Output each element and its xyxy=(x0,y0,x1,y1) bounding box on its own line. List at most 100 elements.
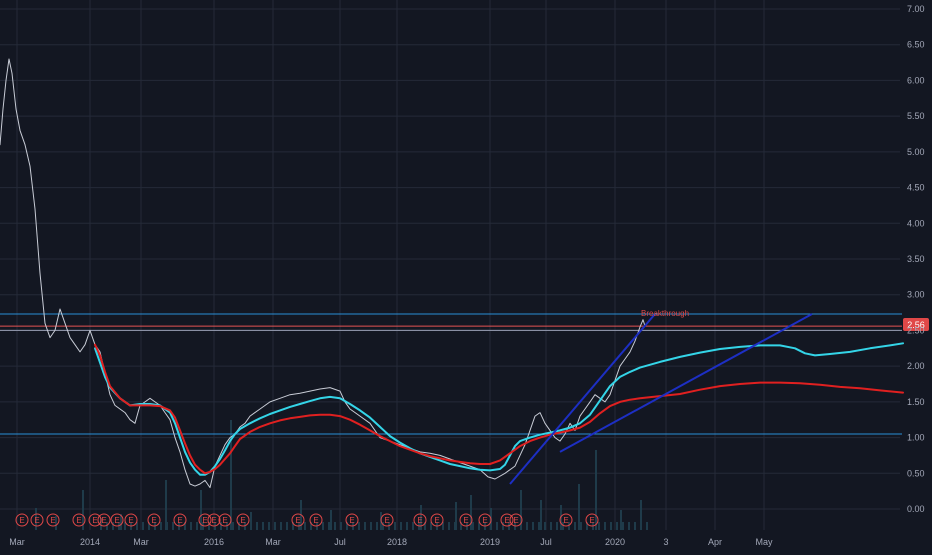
svg-text:E: E xyxy=(504,516,509,525)
x-tick-label: 2018 xyxy=(387,537,407,547)
svg-text:E: E xyxy=(101,516,106,525)
svg-text:E: E xyxy=(384,516,389,525)
volume-bar xyxy=(292,522,294,530)
volume-bar xyxy=(424,522,426,530)
volume-bar xyxy=(358,522,360,530)
trendlines[interactable] xyxy=(509,313,813,485)
breakthrough-annotation[interactable]: Breakthrough xyxy=(641,309,689,318)
y-tick-label: 5.00 xyxy=(907,147,925,157)
svg-text:E: E xyxy=(313,516,318,525)
x-tick-label: Mar xyxy=(265,537,281,547)
volume-bar xyxy=(394,522,396,530)
svg-text:E: E xyxy=(19,516,24,525)
y-tick-label: 3.50 xyxy=(907,254,925,264)
volume-bar xyxy=(334,522,336,530)
volume-bar xyxy=(520,490,522,530)
volume-bar xyxy=(620,510,622,530)
ma-slow-line xyxy=(94,343,904,475)
ma-fast-line xyxy=(94,342,904,476)
y-tick-label: 4.50 xyxy=(907,183,925,193)
volume-bar xyxy=(120,514,122,530)
x-tick-label: Jul xyxy=(334,537,346,547)
svg-text:E: E xyxy=(151,516,156,525)
y-tick-label: 0.50 xyxy=(907,468,925,478)
volume-bar xyxy=(598,522,600,530)
volume-bar xyxy=(640,500,642,530)
volume-bar xyxy=(230,420,232,530)
volume-bar xyxy=(586,522,588,530)
volume-bar xyxy=(556,522,558,530)
x-tick-label: 3 xyxy=(663,537,668,547)
earnings-marker: E xyxy=(585,513,599,527)
volume-bar xyxy=(364,522,366,530)
x-tick-label: Mar xyxy=(9,537,25,547)
earnings-marker: E xyxy=(198,513,212,527)
volume-bar xyxy=(448,522,450,530)
svg-text:E: E xyxy=(349,516,354,525)
volume-bar xyxy=(580,522,582,530)
earnings-marker: E xyxy=(97,513,111,527)
volume-bar xyxy=(370,522,372,530)
x-tick-label: Apr xyxy=(708,537,722,547)
y-axis[interactable]: 7.00 6.50 6.00 5.50 5.00 4.50 4.00 3.50 3.00 2.50… xyxy=(907,4,925,514)
volume-bar xyxy=(160,522,162,530)
svg-text:E: E xyxy=(563,516,568,525)
earnings-marker: E xyxy=(500,513,514,527)
volume-bar xyxy=(540,500,542,530)
svg-text:E: E xyxy=(202,516,207,525)
volume-bar xyxy=(376,522,378,530)
earnings-marker: E xyxy=(309,513,323,527)
volume-bar xyxy=(148,522,150,530)
earnings-marker: E xyxy=(147,513,161,527)
volume-bar xyxy=(280,522,282,530)
volume-bar xyxy=(502,522,504,530)
volume-bar xyxy=(490,522,492,530)
volume-bar xyxy=(106,522,108,530)
earnings-marker: E xyxy=(291,513,305,527)
volume-bar xyxy=(100,522,102,530)
trendline[interactable] xyxy=(559,313,813,453)
earnings-marker: E xyxy=(459,513,473,527)
earnings-marker: E xyxy=(236,513,250,527)
volume-bar xyxy=(310,522,312,530)
earnings-marker: E xyxy=(46,513,60,527)
earnings-marker: E xyxy=(559,513,573,527)
volume-bar xyxy=(532,522,534,530)
svg-text:E: E xyxy=(76,516,81,525)
volume-bar xyxy=(304,522,306,530)
volume-bar xyxy=(232,522,234,530)
svg-text:E: E xyxy=(222,516,227,525)
trendline[interactable] xyxy=(509,313,656,485)
volume-bar xyxy=(256,522,258,530)
svg-text:E: E xyxy=(34,516,39,525)
volume-bar xyxy=(544,522,546,530)
current-price-label: 2.56 xyxy=(903,318,929,331)
x-tick-label: 2019 xyxy=(480,537,500,547)
volume-bar xyxy=(35,508,37,530)
volume-bar xyxy=(184,522,186,530)
volume-bar xyxy=(470,495,472,530)
volume-bar xyxy=(330,510,332,530)
svg-text:E: E xyxy=(114,516,119,525)
earnings-marker: E xyxy=(15,513,29,527)
earnings-marker: E xyxy=(173,513,187,527)
volume-bar xyxy=(238,522,240,530)
volume-bar xyxy=(262,522,264,530)
earnings-marker: E xyxy=(380,513,394,527)
svg-text:E: E xyxy=(589,516,594,525)
volume-bar xyxy=(250,522,252,530)
volume-bar xyxy=(328,522,330,530)
volume-bar xyxy=(628,522,630,530)
y-tick-label: 0.00 xyxy=(907,504,925,514)
x-axis[interactable]: Mar 2014 Mar 2016 Mar Jul 2018 2019 Jul 2020 3 Apr M… xyxy=(9,537,773,547)
volume-bar xyxy=(166,522,168,530)
volume-bar xyxy=(526,522,528,530)
volume-bar xyxy=(616,522,618,530)
horizontal-levels[interactable] xyxy=(0,313,902,435)
volume-bar xyxy=(82,490,84,530)
svg-text:E: E xyxy=(513,516,518,525)
earnings-marker: E xyxy=(509,513,523,527)
